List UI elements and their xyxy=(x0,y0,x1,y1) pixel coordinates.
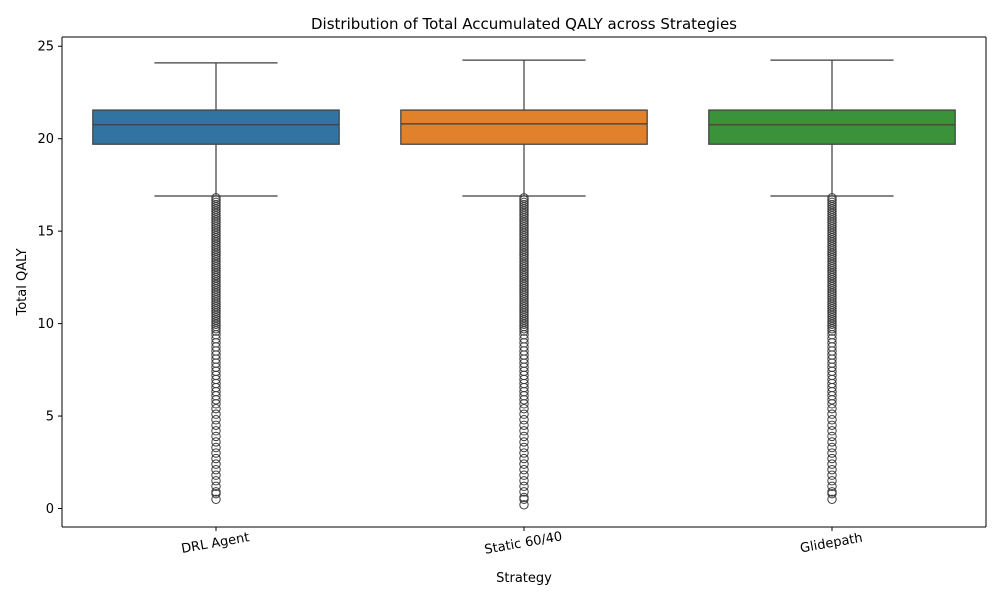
outlier-point-static-60-40 xyxy=(519,437,529,447)
outlier-point-glidepath xyxy=(827,464,837,475)
outlier-point-drl-agent xyxy=(211,326,221,336)
outlier-point-glidepath xyxy=(827,470,837,480)
outlier-point-drl-agent xyxy=(211,470,221,480)
y-tick-label: 15 xyxy=(37,225,54,240)
outlier-point-glidepath xyxy=(827,481,837,492)
outlier-point-glidepath xyxy=(827,426,837,436)
outlier-point-static-60-40 xyxy=(519,426,529,436)
outlier-point-static-60-40 xyxy=(519,453,529,464)
box-drl-agent xyxy=(92,109,340,145)
outlier-point-static-60-40 xyxy=(519,464,529,475)
outlier-point-glidepath xyxy=(827,448,837,458)
outlier-point-drl-agent xyxy=(211,476,221,486)
outlier-point-static-60-40 xyxy=(519,500,529,510)
outlier-point-drl-agent xyxy=(211,403,221,414)
outlier-point-glidepath xyxy=(827,326,837,336)
outlier-point-drl-agent xyxy=(211,481,221,492)
outlier-point-static-60-40 xyxy=(519,481,529,492)
box-glidepath xyxy=(708,109,956,145)
outlier-point-static-60-40 xyxy=(519,476,529,486)
outlier-point-drl-agent xyxy=(211,464,221,475)
outlier-point-glidepath xyxy=(827,489,837,499)
chart-title: Distribution of Total Accumulated QALY a… xyxy=(311,15,737,33)
outlier-point-static-60-40 xyxy=(519,415,529,425)
outlier-point-drl-agent xyxy=(211,420,221,431)
outlier-point-glidepath xyxy=(827,399,837,409)
outlier-point-static-60-40 xyxy=(519,409,529,419)
box-static-60-40 xyxy=(400,109,648,145)
outlier-point-drl-agent xyxy=(211,431,221,442)
outlier-point-static-60-40 xyxy=(519,470,529,480)
outlier-point-glidepath xyxy=(827,442,837,453)
y-axis-label: Total QALY xyxy=(15,248,30,316)
outlier-point-drl-agent xyxy=(211,489,221,499)
outlier-point-static-60-40 xyxy=(519,399,529,409)
y-tick-label: 10 xyxy=(37,317,54,332)
x-axis-label: Strategy xyxy=(496,571,552,586)
outlier-point-glidepath xyxy=(827,420,837,431)
outlier-point-glidepath xyxy=(827,403,837,414)
outlier-point-drl-agent xyxy=(211,415,221,425)
outlier-point-static-60-40 xyxy=(519,431,529,442)
outlier-point-static-60-40 xyxy=(519,459,529,469)
outlier-point-static-60-40 xyxy=(519,420,529,431)
outlier-point-glidepath xyxy=(827,453,837,464)
outlier-point-drl-agent xyxy=(211,494,221,504)
outlier-point-glidepath xyxy=(827,459,837,469)
outlier-point-glidepath xyxy=(827,409,837,419)
y-tick-label: 20 xyxy=(37,132,54,147)
outlier-point-static-60-40 xyxy=(519,442,529,453)
outlier-point-static-60-40 xyxy=(519,448,529,458)
outlier-point-static-60-40 xyxy=(519,319,529,330)
outlier-point-static-60-40 xyxy=(519,403,529,414)
outlier-point-drl-agent xyxy=(211,459,221,469)
outlier-point-drl-agent xyxy=(211,448,221,458)
y-tick-label: 25 xyxy=(37,40,54,55)
outlier-point-glidepath xyxy=(827,415,837,425)
y-tick-label: 5 xyxy=(46,410,54,425)
outlier-point-drl-agent xyxy=(211,319,221,330)
outlier-point-static-60-40 xyxy=(519,487,529,497)
outlier-point-drl-agent xyxy=(211,324,221,334)
outlier-point-glidepath xyxy=(827,494,837,504)
outlier-point-drl-agent xyxy=(211,409,221,419)
y-tick-label: 0 xyxy=(46,502,54,517)
outlier-point-drl-agent xyxy=(211,426,221,436)
outlier-point-glidepath xyxy=(827,437,837,447)
outlier-point-static-60-40 xyxy=(519,324,529,334)
outlier-point-glidepath xyxy=(827,324,837,334)
outlier-point-drl-agent xyxy=(211,437,221,447)
outlier-point-static-60-40 xyxy=(519,494,529,504)
outlier-point-static-60-40 xyxy=(519,326,529,336)
outlier-point-drl-agent xyxy=(211,399,221,409)
outlier-point-glidepath xyxy=(827,431,837,442)
outlier-point-glidepath xyxy=(827,476,837,486)
outlier-point-glidepath xyxy=(827,319,837,330)
outlier-point-drl-agent xyxy=(211,442,221,453)
outlier-point-drl-agent xyxy=(211,453,221,464)
